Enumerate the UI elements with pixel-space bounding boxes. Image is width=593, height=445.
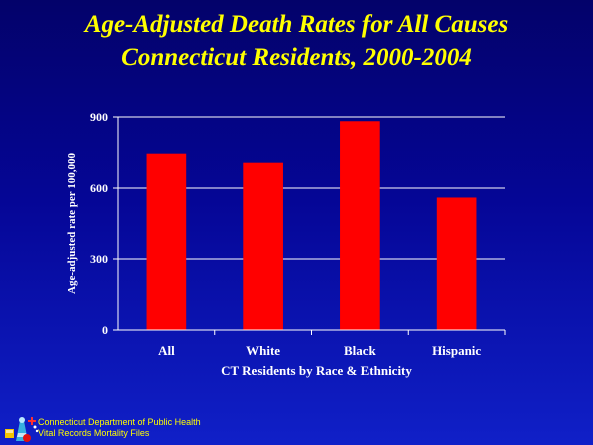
x-axis-title: CT Residents by Race & Ethnicity bbox=[221, 363, 412, 378]
slide-title: Age-Adjusted Death Rates for All Causes … bbox=[0, 8, 593, 74]
x-tick-label: Hispanic bbox=[432, 343, 481, 358]
slide-title-line-2: Connecticut Residents, 2000-2004 bbox=[121, 44, 472, 71]
y-tick-label: 600 bbox=[90, 181, 108, 195]
footer-text: Connecticut Department of Public Health … bbox=[38, 417, 201, 439]
x-tick-label: Black bbox=[344, 343, 377, 358]
footer: Connecticut Department of Public Health … bbox=[4, 415, 304, 443]
labels: 0 300 600 900 All White Black Hispanic CT Reside… bbox=[66, 110, 481, 378]
footer-line-1: Connecticut Department of Public Health bbox=[38, 417, 201, 427]
slide-title-line-1: Age-Adjusted Death Rates for All Causes bbox=[84, 11, 509, 38]
y-tick-label: 300 bbox=[90, 252, 108, 266]
y-axis-title: Age-adjusted rate per 100,000 bbox=[66, 153, 78, 294]
dph-logo-icon bbox=[5, 417, 39, 442]
axes bbox=[113, 116, 506, 335]
bar-hispanic bbox=[436, 197, 477, 330]
bar-black bbox=[340, 121, 380, 330]
x-tick-label: White bbox=[246, 343, 280, 358]
bars bbox=[146, 121, 477, 330]
bar-white bbox=[243, 162, 283, 330]
bar-all bbox=[146, 153, 187, 330]
y-tick-label: 0 bbox=[102, 323, 108, 337]
y-tick-label: 900 bbox=[90, 110, 108, 124]
footer-line-2: Vital Records Mortality Files bbox=[38, 428, 150, 438]
x-tick-label: All bbox=[158, 343, 175, 358]
